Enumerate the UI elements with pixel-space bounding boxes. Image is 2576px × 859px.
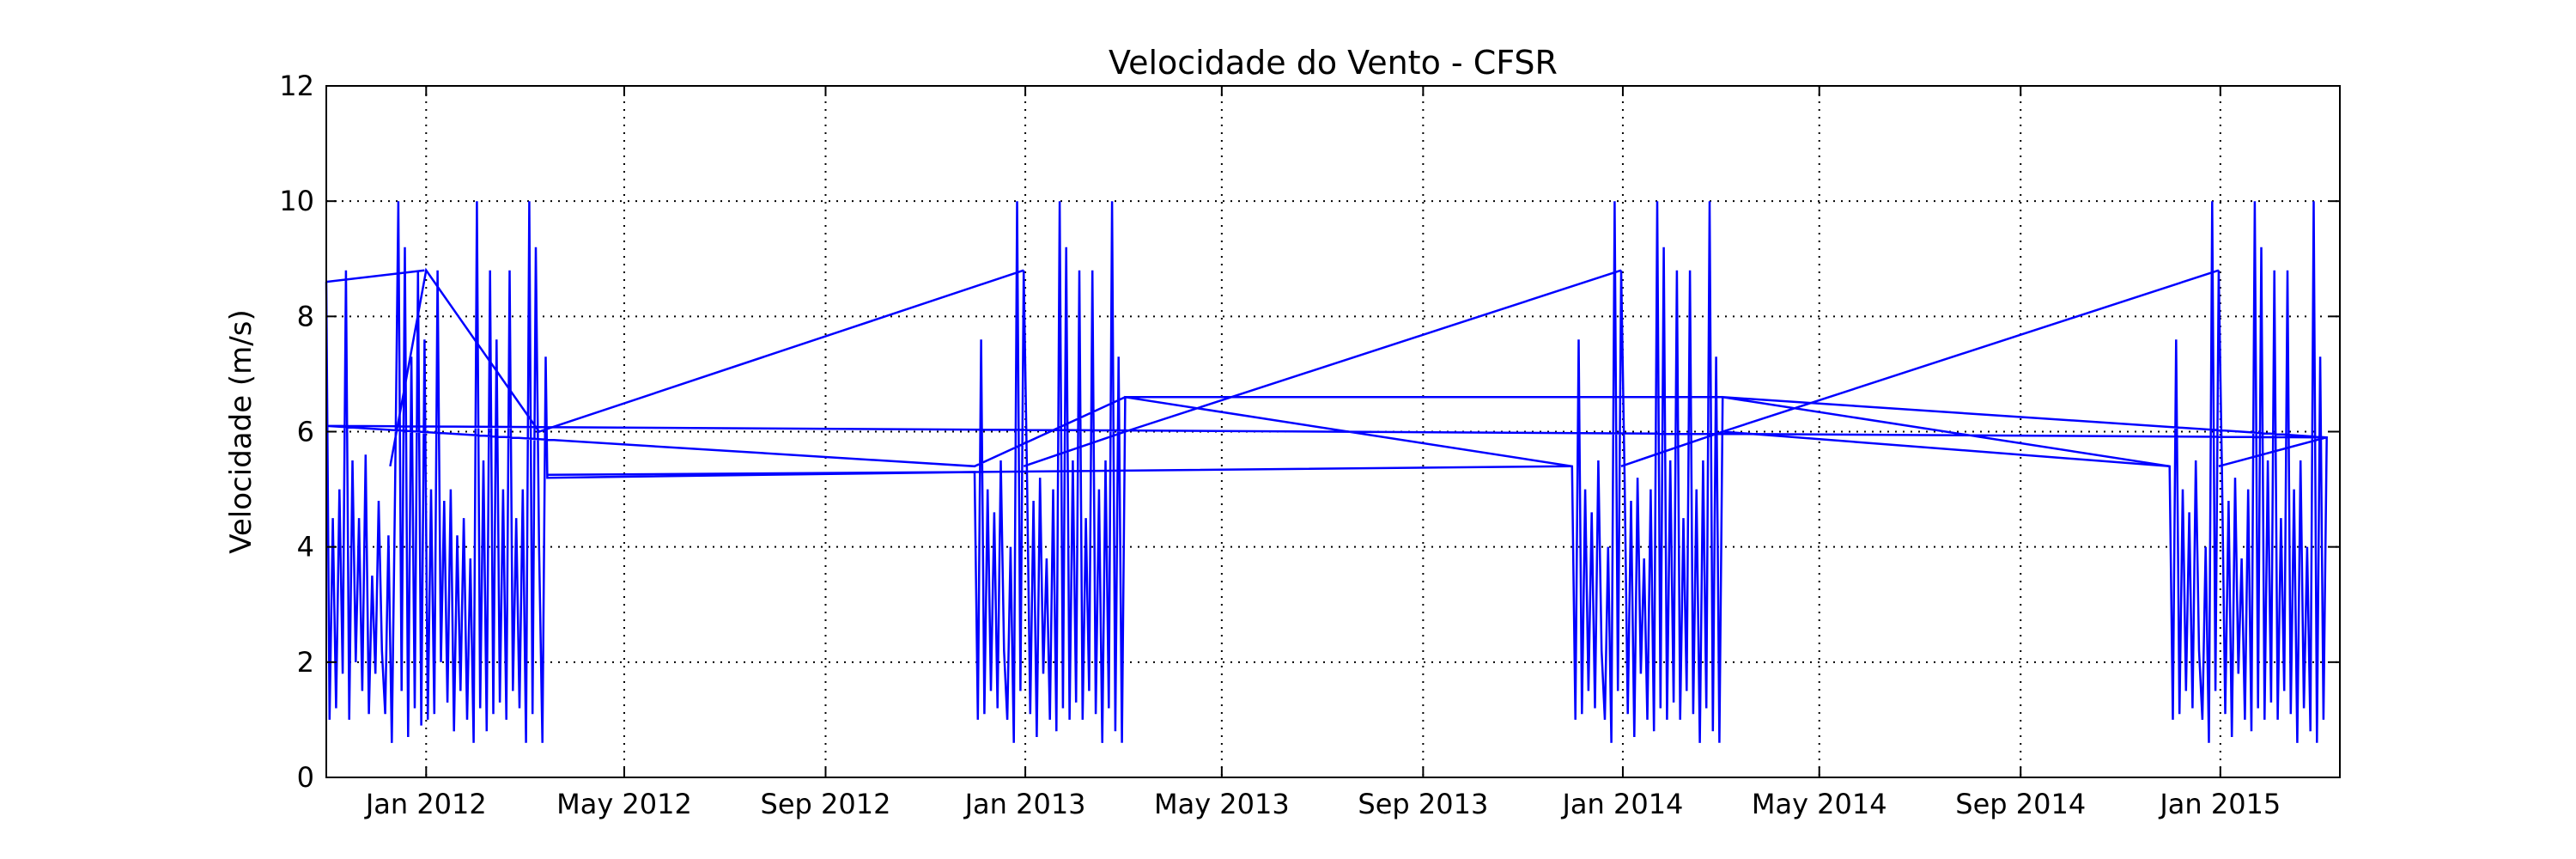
series-line-7 [1722, 430, 2170, 468]
x-tick-label: Jan 2012 [364, 788, 487, 820]
y-tick-label: 12 [279, 70, 314, 102]
y-tick-label: 6 [297, 416, 314, 448]
x-tick-label: May 2013 [1154, 788, 1290, 820]
y-tick-label: 2 [297, 646, 314, 679]
y-tick-label: 10 [279, 185, 314, 217]
x-tick-label: Sep 2014 [1955, 788, 2086, 820]
chart-title: Velocidade do Vento - CFSR [1109, 44, 1558, 82]
x-tick-label: Sep 2012 [761, 788, 891, 820]
x-tick-label: May 2014 [1752, 788, 1887, 820]
x-tick-label: Sep 2013 [1358, 788, 1488, 820]
x-tick-label: Jan 2013 [963, 788, 1086, 820]
grid-lines [326, 86, 2340, 777]
axis-ticks [326, 85, 2340, 778]
y-tick-label: 8 [297, 300, 314, 332]
y-tick-labels: 0 2 4 6 8 10 12 [279, 70, 314, 794]
series-line-1 [325, 201, 2328, 743]
x-tick-labels: Jan 2012 May 2012 Sep 2012 Jan 2013 May 2013… [364, 788, 2281, 820]
series-lines [325, 201, 2328, 743]
x-tick-label: Jan 2014 [1560, 788, 1683, 820]
y-axis-label: Velocidade (m/s) [224, 309, 258, 553]
series-line-4 [547, 465, 1572, 477]
x-tick-label: May 2012 [556, 788, 692, 820]
y-tick-label: 0 [297, 761, 314, 794]
series-line-3 [325, 269, 425, 283]
series-line-8 [2218, 436, 2328, 468]
x-tick-label: Jan 2015 [2158, 788, 2281, 820]
y-tick-label: 4 [297, 531, 314, 564]
series-line-2 [389, 267, 1024, 467]
series-line-5 [1023, 269, 1622, 467]
